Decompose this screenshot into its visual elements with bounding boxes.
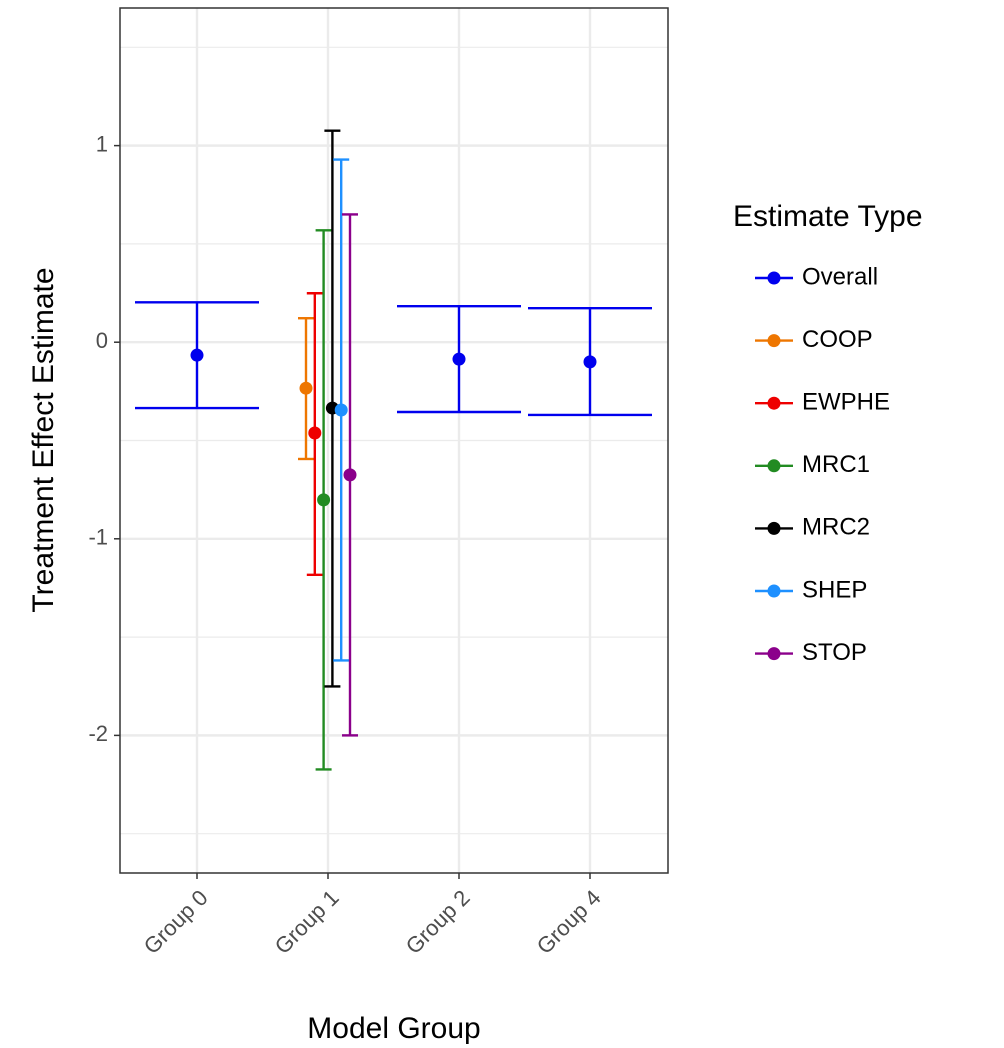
x-tick-label: Group 0 [139,885,213,959]
grid [120,8,668,873]
point [190,348,204,362]
point [308,426,322,440]
x-tick-label: Group 2 [401,885,475,959]
legend-label: STOP [802,639,867,666]
legend-label: SHEP [802,576,867,603]
point [317,493,331,507]
point [583,355,597,369]
y-axis-title: Treatment Effect Estimate [27,267,60,612]
legend-key-point [767,584,781,598]
legend-label: COOP [802,326,873,353]
y-tick-label: -2 [88,721,108,746]
legend-key-point [767,647,781,661]
point [334,403,348,417]
legend-label: Overall [802,263,878,290]
point [343,468,357,482]
legend-title: Estimate Type [733,200,923,233]
x-axis-title: Model Group [307,1012,480,1045]
legend-key-point [767,521,781,535]
point [452,352,466,366]
x-tick-label: Group 4 [532,885,606,959]
y-tick-label: -1 [88,525,108,550]
legend-key-point [767,396,781,410]
legend-key-point [767,334,781,348]
y-tick-label: 0 [96,328,108,353]
marks [135,129,652,771]
y-tick-label: 1 [96,131,108,156]
legend-label: MRC2 [802,514,870,541]
legend-label: EWPHE [802,389,890,416]
legend-label: MRC1 [802,451,870,478]
x-tick-label: Group 1 [270,885,344,959]
point [299,381,313,395]
legend-key-point [767,271,781,285]
panel-border [119,7,669,874]
legend-key-point [767,459,781,473]
